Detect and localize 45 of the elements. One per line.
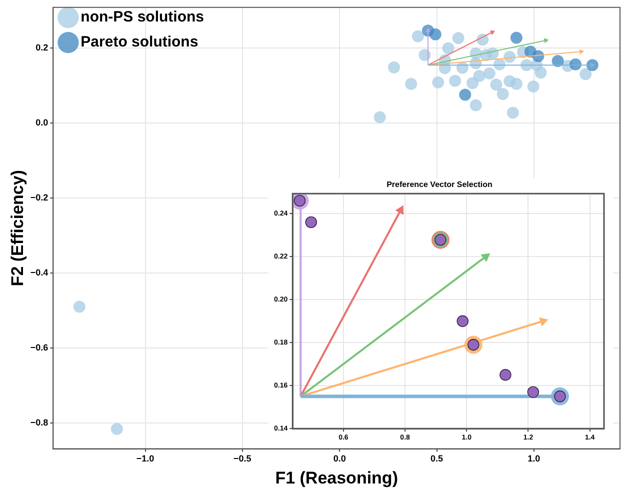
point (459, 88, 472, 101)
point (580, 68, 592, 80)
point (483, 67, 496, 80)
point (466, 77, 479, 90)
point (449, 74, 462, 87)
y-tick-label: −0.8 (30, 417, 48, 428)
point (527, 80, 540, 92)
point (510, 32, 522, 44)
point (527, 386, 540, 398)
y-axis-title: F2 (Efficiency) (8, 170, 27, 286)
point (500, 369, 512, 381)
y-tick-label: −0.2 (30, 192, 48, 203)
legend-label: non-PS solutions (80, 8, 204, 26)
point (305, 216, 317, 228)
x-tick-label: 0.0 (333, 454, 346, 464)
y-tick-label: 0.2 (36, 42, 48, 53)
legend-label: Pareto solutions (80, 34, 198, 51)
point (552, 54, 564, 67)
point (374, 111, 386, 124)
chart-title: Preference Vector Selection (386, 180, 493, 190)
y-tick-label: −0.4 (30, 268, 48, 278)
x-axis-title: F1 (Reasoning) (275, 468, 398, 488)
point (506, 106, 519, 119)
x-tick-label: 0.5 (430, 454, 444, 464)
point (496, 88, 509, 100)
point (110, 422, 123, 435)
point (73, 300, 86, 313)
point (405, 78, 418, 90)
y-tick-label: 0.0 (36, 118, 48, 128)
point (388, 61, 400, 74)
y-tick-label: −0.6 (30, 342, 48, 352)
point (510, 78, 522, 90)
point (456, 315, 468, 327)
point (432, 76, 444, 88)
point (412, 30, 424, 42)
x-tick-label: 1.0 (528, 454, 540, 464)
point (442, 42, 454, 54)
point (490, 78, 502, 91)
x-tick-label: −1.0 (136, 454, 154, 464)
point (452, 32, 464, 44)
point (418, 48, 431, 61)
point (473, 70, 486, 82)
x-tick-label: −0.5 (234, 454, 252, 464)
point (429, 28, 442, 40)
point (470, 99, 482, 112)
